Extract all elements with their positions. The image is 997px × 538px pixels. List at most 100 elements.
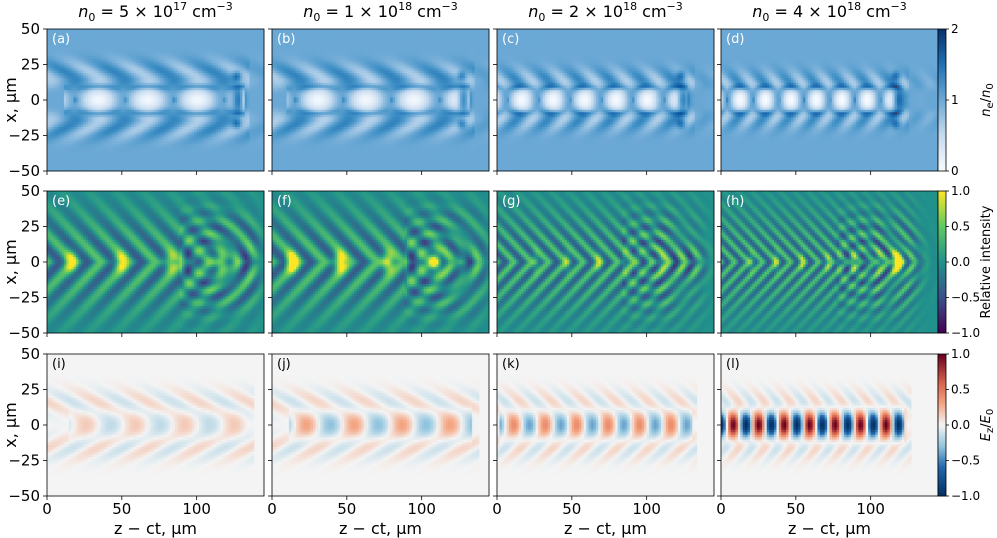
heatmap-cell xyxy=(95,31,98,34)
heatmap-cell xyxy=(177,31,180,34)
heatmap-cell xyxy=(252,34,255,37)
heatmap-cell xyxy=(136,31,139,34)
heatmap-cell xyxy=(187,29,190,32)
heatmap-cell xyxy=(218,31,221,34)
heatmap-cell xyxy=(151,41,154,44)
heatmap-cell xyxy=(122,34,125,37)
heatmap-cell xyxy=(160,34,163,37)
heatmap-cell xyxy=(100,36,103,39)
heatmap-cell xyxy=(74,29,77,32)
heatmap-cell xyxy=(204,41,207,44)
heatmap-cell xyxy=(81,36,84,39)
heatmap-cell xyxy=(211,29,214,32)
heatmap-cell xyxy=(119,34,122,37)
heatmap-cell xyxy=(192,41,195,44)
heatmap-cell xyxy=(250,41,253,44)
heatmap-cell xyxy=(136,39,139,42)
heatmap-cell xyxy=(170,29,173,32)
heatmap-cell xyxy=(168,34,171,37)
heatmap-cell xyxy=(245,34,248,37)
heatmap-cell xyxy=(175,29,178,32)
heatmap-cell xyxy=(90,39,93,42)
heatmap-cell xyxy=(204,34,207,37)
heatmap-cell xyxy=(102,34,105,37)
heatmap-cell xyxy=(105,39,108,42)
heatmap-cell xyxy=(107,39,110,42)
heatmap-cell xyxy=(136,36,139,39)
heatmap-cell xyxy=(170,39,173,42)
heatmap-cell xyxy=(209,31,212,34)
heatmap-cell xyxy=(180,34,183,37)
heatmap-cell xyxy=(211,31,214,34)
heatmap-cell xyxy=(235,41,238,44)
heatmap-cell xyxy=(254,39,257,42)
heatmap-cell xyxy=(156,31,159,34)
heatmap-cell xyxy=(233,29,236,32)
heatmap-cell xyxy=(206,39,209,42)
heatmap-cell xyxy=(218,29,221,32)
heatmap-cell xyxy=(201,41,204,44)
heatmap-cell xyxy=(194,41,197,44)
heatmap-cell xyxy=(98,34,101,37)
heatmap-cell xyxy=(223,36,226,39)
heatmap-cell xyxy=(117,39,120,42)
heatmap-cell xyxy=(259,36,262,39)
heatmap-cell xyxy=(74,34,77,37)
heatmap-cell xyxy=(153,41,156,44)
heatmap-cell xyxy=(107,29,110,32)
heatmap-cell xyxy=(225,31,228,34)
heatmap-cell xyxy=(127,36,130,39)
heatmap-cell xyxy=(83,39,86,42)
heatmap-cell xyxy=(250,34,253,37)
heatmap-cell xyxy=(221,29,224,32)
heatmap-cell xyxy=(223,31,226,34)
heatmap-cell xyxy=(71,34,74,37)
heatmap-cell xyxy=(83,29,86,32)
heatmap-cell xyxy=(47,36,50,39)
heatmap-cell xyxy=(216,34,219,37)
heatmap-cell xyxy=(204,39,207,42)
heatmap-cell xyxy=(252,41,255,44)
heatmap-cell xyxy=(206,36,209,39)
heatmap-cell xyxy=(211,34,214,37)
heatmap-cell xyxy=(192,29,195,32)
heatmap-cell xyxy=(163,41,166,44)
heatmap-cell xyxy=(182,34,185,37)
heatmap-cell xyxy=(213,36,216,39)
heatmap-cell xyxy=(187,39,190,42)
heatmap-cell xyxy=(206,29,209,32)
heatmap-cell xyxy=(76,39,79,42)
heatmap-cell xyxy=(158,31,161,34)
heatmap-cell xyxy=(247,36,250,39)
heatmap-cell xyxy=(228,41,231,44)
heatmap-cell xyxy=(170,31,173,34)
heatmap-cell xyxy=(136,34,139,37)
heatmap-cell xyxy=(141,36,144,39)
heatmap-cell xyxy=(105,41,108,44)
heatmap-cell xyxy=(98,31,101,34)
heatmap-cell xyxy=(233,36,236,39)
heatmap-cell xyxy=(90,34,93,37)
heatmap-cell xyxy=(156,34,159,37)
heatmap-cell xyxy=(204,31,207,34)
heatmap-cell xyxy=(199,36,202,39)
heatmap-cell xyxy=(221,34,224,37)
heatmap-cell xyxy=(115,36,118,39)
heatmap-cell xyxy=(233,39,236,42)
heatmap-cell xyxy=(86,36,89,39)
heatmap-cell xyxy=(129,31,132,34)
heatmap-cell xyxy=(112,31,115,34)
heatmap-cell xyxy=(163,39,166,42)
heatmap-cell xyxy=(172,39,175,42)
heatmap-cell xyxy=(194,29,197,32)
heatmap-cell xyxy=(196,36,199,39)
heatmap-cell xyxy=(211,41,214,44)
heatmap-cell xyxy=(76,34,79,37)
heatmap-cell xyxy=(237,39,240,42)
heatmap-cell xyxy=(257,31,260,34)
heatmap-cell xyxy=(182,36,185,39)
heatmap-cell xyxy=(199,41,202,44)
heatmap-cell xyxy=(230,41,233,44)
heatmap-cell xyxy=(148,31,151,34)
heatmap-cell xyxy=(242,29,245,32)
